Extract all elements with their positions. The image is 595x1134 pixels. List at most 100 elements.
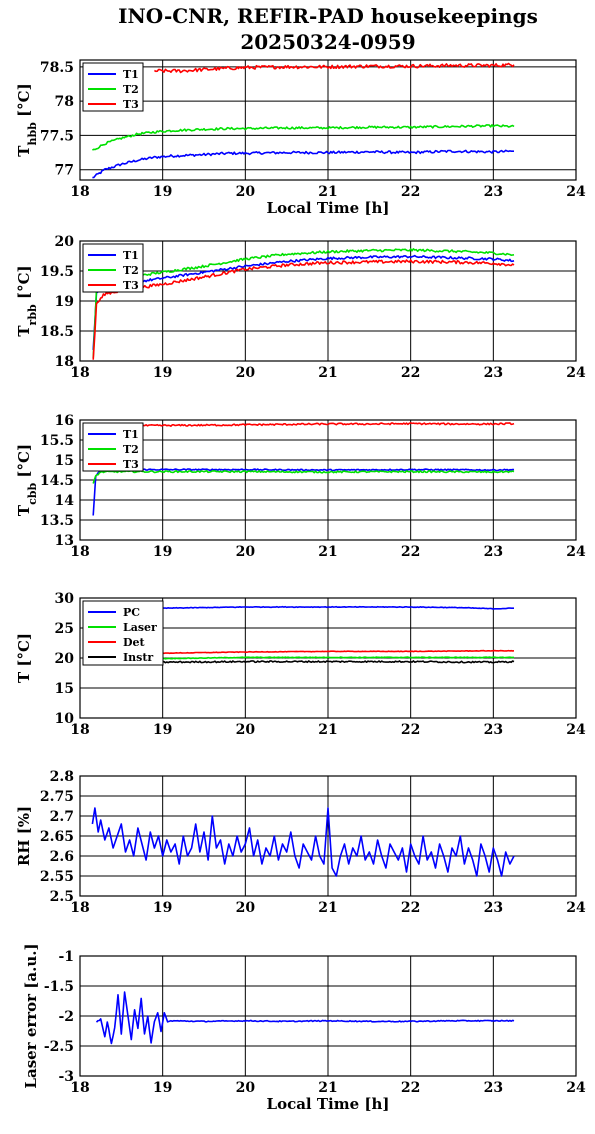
title-line-2: 20250324-0959	[240, 30, 415, 54]
title-line-1: INO-CNR, REFIR-PAD housekeepings	[118, 4, 538, 28]
x-tick-label: 23	[484, 184, 503, 200]
x-tick-label: 20	[236, 900, 256, 916]
y-axis-label-main: RH [%]	[15, 806, 33, 866]
x-tick-label: 24	[566, 544, 586, 560]
plot-frame	[79, 597, 577, 719]
legend-label-t1: T1	[123, 68, 139, 81]
series-line-t3	[92, 259, 515, 360]
y-axis-label-main: Laser error [a.u.]	[22, 943, 40, 1088]
legend-label-t3: T3	[123, 98, 139, 111]
plot-frame	[79, 240, 577, 362]
legend-label-t3: T3	[123, 279, 139, 292]
y-tick-label: 20	[55, 651, 75, 667]
y-axis-label: T [°C]	[15, 633, 33, 683]
legend-label-t2: T2	[123, 264, 139, 277]
y-tick-label: 20	[55, 234, 75, 250]
y-tick-label: 19.5	[40, 264, 74, 280]
legend-label-det: Det	[123, 636, 146, 649]
legend: PC Laser Det Instr	[82, 600, 164, 666]
legend-label-laser: Laser	[123, 621, 157, 634]
y-axis-label: Thbb [°C]	[15, 83, 39, 156]
legend-label-t1: T1	[123, 428, 139, 441]
series-group	[95, 991, 515, 1045]
y-axis-label: RH [%]	[15, 806, 33, 866]
x-tick-label: 23	[484, 900, 503, 916]
x-tick-label: 24	[566, 722, 586, 738]
series-group	[91, 807, 515, 877]
legend: T1 T2 T3	[82, 62, 144, 112]
y-axis-label: Trbb [°C]	[15, 265, 39, 336]
y-tick-label: 77	[55, 163, 74, 179]
y-axis-label: Laser error [a.u.]	[22, 943, 40, 1088]
legend-label-instr: Instr	[123, 651, 153, 664]
x-tick-label: 24	[566, 900, 586, 916]
y-tick-label: 18.5	[40, 324, 74, 340]
series-line-t1	[92, 254, 515, 350]
y-axis-label-main: T	[15, 325, 33, 337]
x-tick-label: 23	[484, 544, 503, 560]
series-group	[92, 62, 515, 179]
y-tick-label: 78.5	[40, 60, 74, 76]
series-line-t2	[92, 124, 515, 151]
x-tick-label: 21	[318, 1080, 337, 1096]
x-tick-label: 22	[401, 184, 420, 200]
series-line-laser	[96, 656, 514, 661]
y-axis-label-unit: [°C]	[15, 444, 33, 483]
series-group	[92, 422, 515, 516]
y-tick-label: 2.6	[50, 849, 74, 865]
series-line-det	[96, 649, 515, 655]
legend: T1 T2 T3	[82, 243, 144, 293]
y-axis-label-unit: [°C]	[15, 83, 33, 122]
x-tick-label: 23	[484, 722, 503, 738]
series-line-t1	[92, 468, 515, 516]
x-tick-label: 18	[70, 544, 89, 560]
y-tick-label: 15.5	[40, 433, 74, 449]
x-tick-label: 19	[153, 1080, 172, 1096]
y-tick-label: 25	[55, 621, 74, 637]
x-tick-label: 19	[153, 365, 172, 381]
y-tick-label: -1.5	[44, 979, 74, 995]
legend-label-t3: T3	[123, 458, 139, 471]
panel-laser: 18 19 20 21 22 23 24 -3 -2.5 -2 -1.5 -1 Laser error …	[22, 943, 586, 1113]
x-tick-label: 21	[318, 722, 337, 738]
y-axis-label-main: T	[15, 145, 33, 157]
x-tick-label: 22	[401, 722, 420, 738]
x-tick-label: 20	[236, 544, 256, 560]
y-axis-label-unit: [°C]	[15, 265, 33, 304]
series-line-t2	[92, 469, 515, 484]
x-tick-label: 18	[70, 365, 89, 381]
y-tick-label: 15	[55, 681, 74, 697]
y-tick-label: 78	[55, 94, 74, 110]
y-tick-label: 77.5	[40, 128, 74, 144]
x-tick-label: 18	[70, 722, 89, 738]
x-tick-label: 18	[70, 1080, 89, 1096]
y-tick-label: 10	[55, 711, 75, 727]
x-tick-label: 21	[318, 184, 337, 200]
x-tick-label: 23	[484, 1080, 503, 1096]
x-tick-label: 22	[401, 544, 420, 560]
x-tick-label: 22	[401, 900, 420, 916]
x-tick-label: 21	[318, 544, 337, 560]
plot-frame	[79, 419, 577, 541]
x-tick-label: 20	[236, 184, 256, 200]
legend-label-pc: PC	[123, 606, 140, 619]
legend-label-t2: T2	[123, 83, 139, 96]
y-tick-label: 2.65	[40, 829, 74, 845]
y-tick-label: 2.8	[50, 769, 74, 785]
y-tick-label: -2	[58, 1009, 74, 1025]
y-tick-label: 14.5	[40, 473, 74, 489]
panel-rh: 18 19 20 21 22 23 24 2.5 2.55 2.6 2.65 2.7 2.75 2.8 RH…	[15, 769, 586, 916]
x-tick-label: 19	[153, 900, 172, 916]
x-tick-label: 24	[566, 184, 586, 200]
x-tick-label: 19	[153, 722, 172, 738]
x-tick-label: 19	[153, 544, 172, 560]
legend: T1 T2 T3	[82, 422, 144, 472]
x-tick-label: 20	[236, 1080, 256, 1096]
y-axis-label-sub: rbb	[26, 304, 39, 325]
y-tick-label: 13.5	[40, 513, 74, 529]
x-tick-label: 24	[566, 1080, 586, 1096]
y-axis-label-main: T [°C]	[15, 633, 33, 683]
